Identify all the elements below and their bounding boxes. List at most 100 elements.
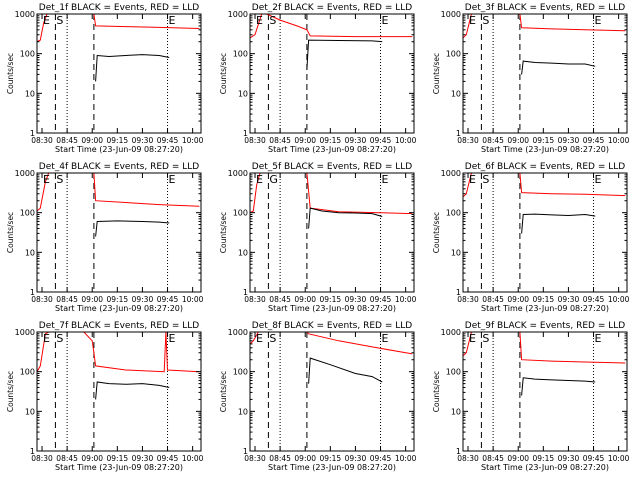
marker-label-g: G xyxy=(269,173,278,186)
x-tick-label: 09:30 xyxy=(345,454,367,463)
y-tick-label: 100 xyxy=(233,50,248,59)
x-tick-label: 09:45 xyxy=(157,454,179,463)
chart-title: Det_1f BLACK = Events, RED = LLD xyxy=(39,3,199,13)
y-tick-label: 1000 xyxy=(441,169,461,178)
y-tick-label: 1 xyxy=(456,288,461,297)
series-line-events xyxy=(306,39,383,70)
y-tick-label: 1 xyxy=(456,129,461,138)
x-tick-label: 08:30 xyxy=(31,295,53,304)
marker-label-e: E xyxy=(469,332,476,345)
plot-area xyxy=(250,173,413,229)
marker-label-s: S xyxy=(269,14,276,27)
chart-title: Det_6f BLACK = Events, RED = LLD xyxy=(465,162,625,172)
series-line-lld xyxy=(463,14,626,39)
marker-label-e: E xyxy=(43,332,50,345)
marker-label-e: E xyxy=(469,173,476,186)
series-line-lld xyxy=(250,332,413,355)
x-axis-label: Start Time (23-Jun-09 08:27:20) xyxy=(268,304,396,313)
y-axis-label: Counts/sec xyxy=(6,371,15,412)
x-tick-label: 10:00 xyxy=(182,454,204,463)
plot-frame xyxy=(249,331,415,452)
x-tick-label: 09:30 xyxy=(558,454,580,463)
y-tick-label: 10 xyxy=(238,407,248,416)
x-tick-label: 09:30 xyxy=(132,454,154,463)
series-line-lld xyxy=(463,173,626,198)
x-tick-label: 09:15 xyxy=(107,454,129,463)
marker-label-e: E xyxy=(469,14,476,27)
marker-label-s: S xyxy=(56,14,63,27)
x-tick-label: 09:30 xyxy=(345,136,367,145)
plot-frame xyxy=(249,172,415,293)
x-tick-label: 10:00 xyxy=(395,454,417,463)
series-line-events xyxy=(521,213,596,234)
x-axis-label: Start Time (23-Jun-09 08:27:20) xyxy=(481,145,609,154)
x-axis-label: Start Time (23-Jun-09 08:27:20) xyxy=(481,463,609,472)
x-tick-label: 08:30 xyxy=(31,136,53,145)
plot-area xyxy=(37,14,200,82)
plot-area xyxy=(37,173,200,237)
x-tick-label: 09:00 xyxy=(507,454,529,463)
series-line-events xyxy=(308,357,383,384)
x-axis-label: Start Time (23-Jun-09 08:27:20) xyxy=(268,463,396,472)
marker-label-e: E xyxy=(169,173,176,186)
chart-panel-6: Det_6f BLACK = Events, RED = LLD 1 10 100 10… xyxy=(432,162,630,313)
x-tick-label: 09:15 xyxy=(320,454,342,463)
y-tick-label: 1000 xyxy=(228,10,248,19)
series-line-events xyxy=(521,377,596,396)
marker-label-e: E xyxy=(169,14,176,27)
x-tick-label: 08:45 xyxy=(269,136,291,145)
y-tick-label: 100 xyxy=(233,368,248,377)
x-axis-label: Start Time (23-Jun-09 08:27:20) xyxy=(55,145,183,154)
marker-label-e: E xyxy=(169,332,176,345)
plot-frame xyxy=(462,172,628,293)
x-tick-label: 08:45 xyxy=(269,454,291,463)
y-tick-label: 1000 xyxy=(228,169,248,178)
x-tick-label: 09:30 xyxy=(132,136,154,145)
chart-panel-3: Det_3f BLACK = Events, RED = LLD 1 10 100 10… xyxy=(432,3,630,154)
marker-label-e: E xyxy=(43,14,50,27)
y-tick-label: 1000 xyxy=(441,328,461,337)
marker-label-s: S xyxy=(482,173,489,186)
x-tick-label: 09:45 xyxy=(157,295,179,304)
y-axis-label: Counts/sec xyxy=(6,53,15,94)
y-tick-label: 1 xyxy=(243,288,248,297)
x-tick-label: 09:00 xyxy=(294,454,316,463)
y-tick-label: 10 xyxy=(451,248,461,257)
y-tick-label: 1 xyxy=(30,447,35,456)
chart-panel-1: Det_1f BLACK = Events, RED = LLD 1 10 100 10… xyxy=(6,3,204,154)
y-tick-label: 10 xyxy=(25,89,35,98)
y-tick-label: 1 xyxy=(456,447,461,456)
x-tick-label: 08:45 xyxy=(269,295,291,304)
y-tick-label: 1000 xyxy=(228,328,248,337)
y-axis-label: Counts/sec xyxy=(432,53,441,94)
x-axis-label: Start Time (23-Jun-09 08:27:20) xyxy=(481,304,609,313)
y-tick-label: 10 xyxy=(25,248,35,257)
y-axis-label: Counts/sec xyxy=(6,212,15,253)
plot-area xyxy=(463,332,626,396)
plot-frame xyxy=(36,172,202,293)
x-tick-label: 09:45 xyxy=(157,136,179,145)
x-tick-label: 09:00 xyxy=(81,136,103,145)
y-axis-label: Counts/sec xyxy=(432,371,441,412)
y-tick-label: 1 xyxy=(243,129,248,138)
x-tick-label: 09:15 xyxy=(320,295,342,304)
y-tick-label: 10 xyxy=(25,407,35,416)
marker-label-s: S xyxy=(56,332,63,345)
chart-panel-7: Det_7f BLACK = Events, RED = LLD 1 10 100 10… xyxy=(6,321,204,472)
y-tick-label: 1 xyxy=(30,129,35,138)
x-tick-label: 09:45 xyxy=(370,295,392,304)
x-tick-label: 08:30 xyxy=(31,454,53,463)
y-tick-label: 100 xyxy=(446,209,461,218)
y-tick-label: 1000 xyxy=(15,169,35,178)
y-axis-label: Counts/sec xyxy=(432,212,441,253)
y-tick-label: 100 xyxy=(446,50,461,59)
x-tick-label: 09:15 xyxy=(533,454,555,463)
x-tick-label: 09:00 xyxy=(81,454,103,463)
marker-label-e: E xyxy=(256,332,263,345)
marker-label-e: E xyxy=(595,173,602,186)
series-line-lld xyxy=(250,173,413,215)
chart-panel-9: Det_9f BLACK = Events, RED = LLD 1 10 100 10… xyxy=(432,321,630,472)
y-tick-label: 10 xyxy=(238,248,248,257)
y-tick-label: 100 xyxy=(20,368,35,377)
